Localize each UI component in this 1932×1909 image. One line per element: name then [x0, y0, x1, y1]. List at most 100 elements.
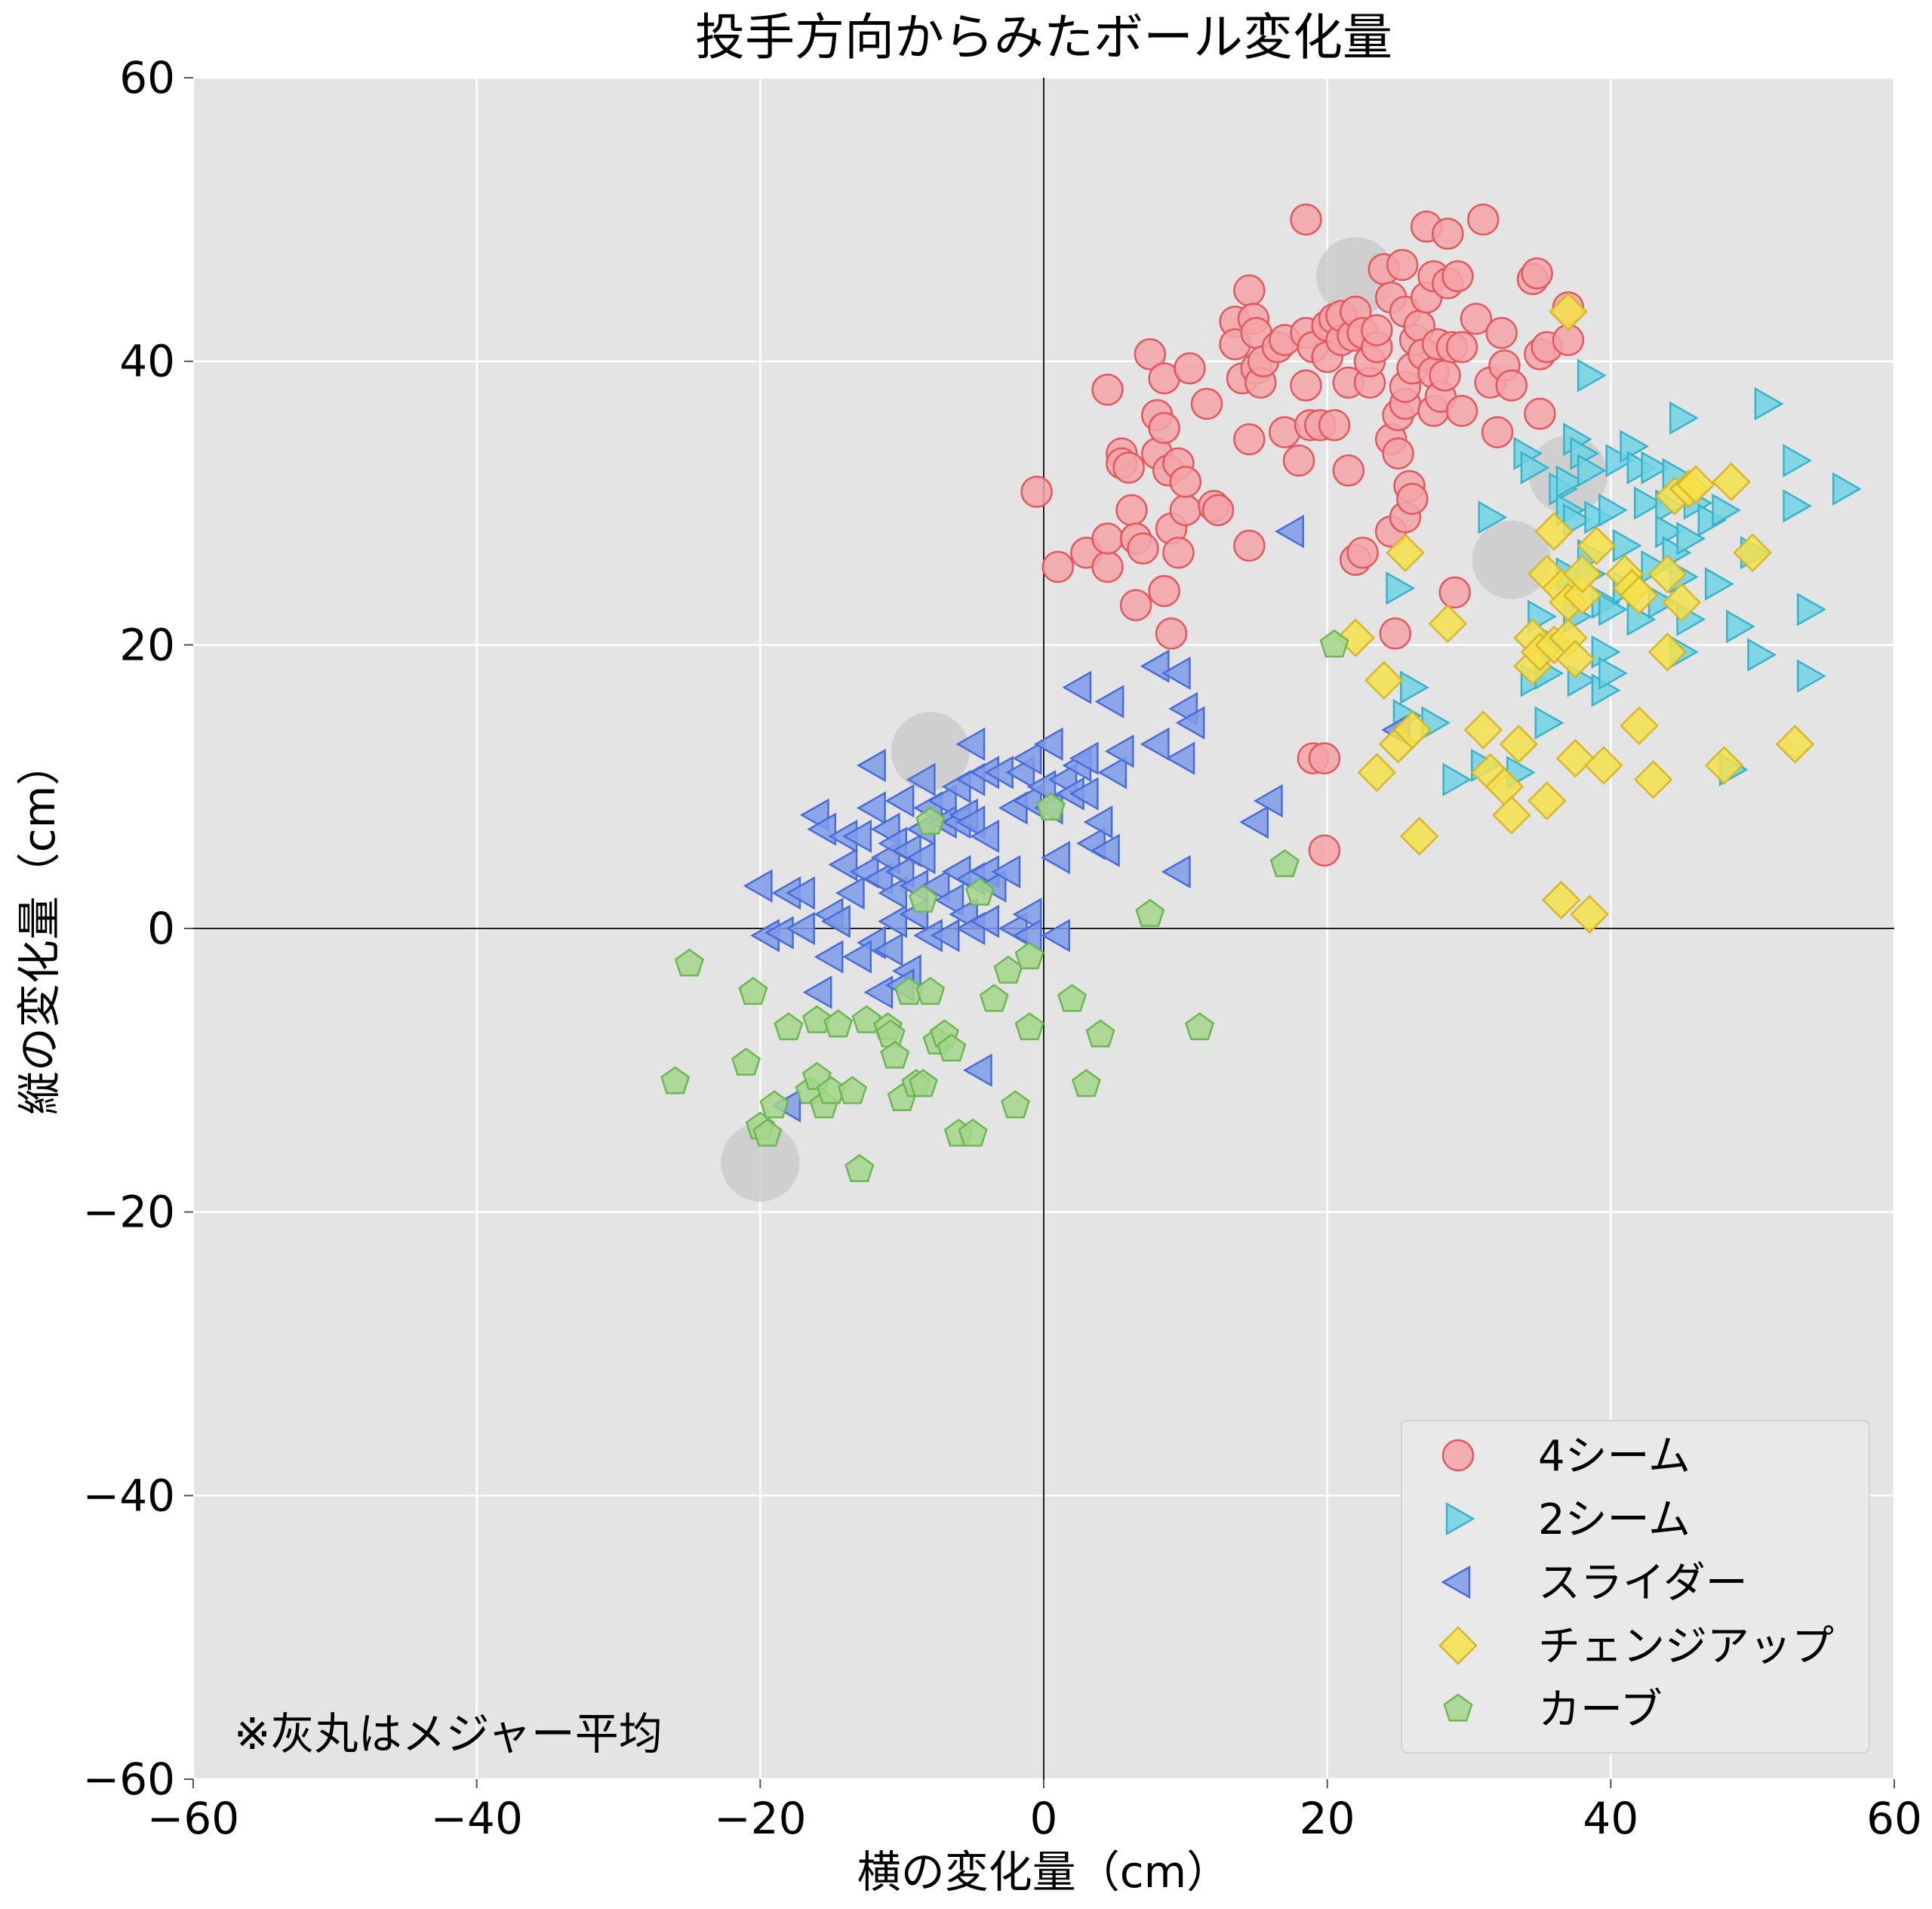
- data-point: [786, 911, 815, 946]
- data-point: [1162, 536, 1195, 569]
- data-point: [851, 1005, 881, 1033]
- data-point: [1438, 576, 1471, 609]
- data-point: [1134, 338, 1167, 371]
- data-point: [1332, 454, 1365, 487]
- data-point: [828, 848, 858, 882]
- data-point: [786, 876, 815, 910]
- y-tick-label: −40: [83, 1470, 175, 1521]
- data-point: [1000, 1090, 1030, 1119]
- data-point: [1097, 756, 1128, 790]
- data-point: [1733, 533, 1772, 573]
- data-point: [1275, 514, 1304, 549]
- data-point: [1555, 465, 1586, 499]
- data-point: [1555, 738, 1595, 778]
- data-point: [1634, 486, 1663, 520]
- data-point: [835, 876, 865, 910]
- data-point: [660, 1066, 691, 1095]
- data-point: [1481, 416, 1514, 448]
- legend-label: 4シーム: [1538, 1432, 1690, 1481]
- data-point: [1185, 1011, 1215, 1041]
- data-point: [1499, 725, 1539, 764]
- data-point: [1319, 629, 1349, 657]
- data-point: [915, 976, 946, 1005]
- data-point: [1775, 725, 1815, 764]
- data-point: [962, 1053, 992, 1087]
- data-point: [1445, 331, 1478, 364]
- legend-marker: [1441, 1439, 1475, 1472]
- x-axis-label: 横の変化量（cm）: [857, 1846, 1230, 1898]
- legend-item: 4シーム: [1441, 1432, 1690, 1481]
- data-point: [764, 916, 794, 950]
- zero-axis-lines: [193, 78, 1894, 1779]
- data-point: [1747, 638, 1777, 672]
- data-point: [1308, 742, 1341, 774]
- data-point: [1676, 465, 1715, 504]
- data-point: [1085, 1019, 1115, 1048]
- data-point: [1014, 1011, 1044, 1041]
- data-point: [1396, 482, 1429, 516]
- data-point: [1598, 656, 1628, 691]
- data-point: [863, 975, 894, 1009]
- data-point: [1062, 670, 1092, 704]
- series-group: [1020, 203, 1585, 867]
- data-point: [884, 854, 915, 889]
- data-point: [1364, 660, 1404, 700]
- x-tick-label: −40: [430, 1793, 522, 1844]
- data-point: [1584, 500, 1614, 534]
- data-point: [1190, 387, 1223, 420]
- legend-item: スライダー: [1441, 1559, 1748, 1608]
- data-point: [1161, 656, 1191, 691]
- data-point: [814, 940, 844, 974]
- data-point: [1605, 443, 1635, 478]
- data-point: [970, 904, 1000, 938]
- data-point: [1429, 359, 1461, 392]
- average-marker: [1472, 520, 1551, 599]
- data-point: [1495, 369, 1528, 402]
- data-point: [842, 819, 872, 854]
- data-point: [1290, 369, 1322, 402]
- x-tick-label: −60: [147, 1793, 239, 1844]
- data-point: [1140, 649, 1170, 683]
- data-point: [844, 1153, 875, 1182]
- data-point: [801, 1005, 832, 1033]
- data-point: [857, 791, 886, 825]
- legend-box: [1401, 1420, 1870, 1754]
- data-point: [873, 933, 903, 967]
- data-point: [1626, 451, 1657, 485]
- legend-marker: [1443, 1693, 1473, 1722]
- data-point: [1697, 503, 1727, 537]
- axis-ticks: −60 −40 −20 0 20 40 60 −60 −40 −20 0 20 40 60: [83, 52, 1922, 1844]
- data-point: [1832, 472, 1862, 506]
- legend-item: 2シーム: [1445, 1495, 1690, 1544]
- data-point: [958, 1118, 988, 1147]
- data-point: [1400, 670, 1429, 704]
- data-point: [759, 1090, 789, 1119]
- data-point: [802, 975, 832, 1009]
- y-tick-label: −20: [83, 1187, 175, 1238]
- data-point: [1174, 352, 1206, 385]
- data-point: [1783, 443, 1813, 478]
- data-point: [1127, 532, 1159, 565]
- data-point: [1233, 529, 1266, 562]
- data-point: [1563, 503, 1592, 537]
- data-point: [1169, 466, 1202, 498]
- data-point: [1641, 451, 1671, 485]
- legend-marker: [1441, 1565, 1471, 1600]
- data-point: [1119, 589, 1152, 621]
- data-point: [937, 1033, 967, 1062]
- data-points: [660, 203, 1862, 1182]
- data-point: [1432, 217, 1464, 250]
- data-point: [1797, 659, 1826, 693]
- data-point: [908, 884, 938, 913]
- data-point: [1428, 604, 1468, 643]
- legend-label: カーブ: [1538, 1686, 1663, 1735]
- data-point: [1035, 792, 1066, 821]
- data-point: [1233, 274, 1266, 306]
- data-point: [1379, 617, 1412, 650]
- data-point: [738, 976, 768, 1005]
- data-point: [1033, 727, 1063, 761]
- data-point: [1534, 512, 1574, 551]
- average-marker: [891, 712, 970, 791]
- data-point: [955, 727, 986, 761]
